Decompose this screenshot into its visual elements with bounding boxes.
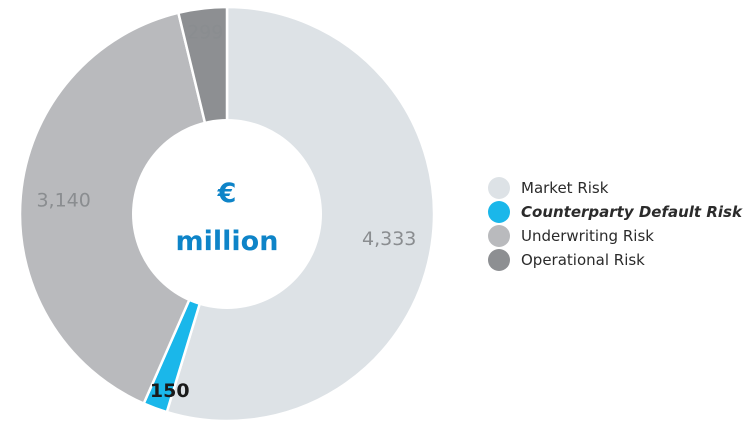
slice-labels-group: 4,333 150 3,140 299 — [36, 21, 416, 402]
donut-svg: 4,333 150 3,140 299 € million — [18, 5, 436, 423]
legend-swatch-operational-risk — [488, 249, 510, 271]
legend-swatch-counterparty-default-risk — [488, 201, 510, 223]
legend-item-counterparty-default-risk: Counterparty Default Risk — [488, 200, 742, 224]
slice-label-counterparty-default-risk: 150 — [150, 380, 190, 402]
legend-label-underwriting-risk: Underwriting Risk — [521, 227, 654, 245]
legend-label-operational-risk: Operational Risk — [521, 251, 645, 269]
legend-item-underwriting-risk: Underwriting Risk — [488, 224, 742, 248]
legend-item-operational-risk: Operational Risk — [488, 248, 742, 272]
legend: Market Risk Counterparty Default Risk Un… — [488, 176, 742, 272]
legend-label-counterparty-default-risk: Counterparty Default Risk — [521, 203, 742, 221]
slice-label-market-risk: 4,333 — [362, 228, 416, 250]
legend-swatch-market-risk — [488, 177, 510, 199]
center-label-currency: € — [217, 178, 237, 209]
center-label-unit: million — [176, 226, 279, 257]
slice-label-underwriting-risk: 3,140 — [36, 190, 90, 212]
slice-underwriting-risk — [18, 11, 229, 406]
legend-swatch-underwriting-risk — [488, 225, 510, 247]
legend-item-market-risk: Market Risk — [488, 176, 742, 200]
donut-hole — [132, 119, 322, 309]
slice-label-operational-risk: 299 — [187, 21, 223, 43]
legend-label-market-risk: Market Risk — [521, 179, 609, 197]
